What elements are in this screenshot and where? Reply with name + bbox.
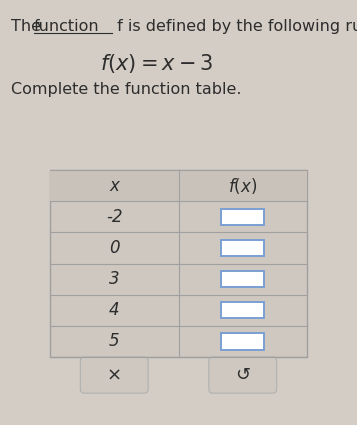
Bar: [50, 170, 307, 357]
Bar: [221, 271, 264, 287]
Text: Complete the function table.: Complete the function table.: [11, 82, 241, 96]
Bar: [50, 170, 307, 201]
FancyBboxPatch shape: [209, 357, 277, 393]
Text: 3: 3: [109, 270, 120, 288]
Bar: [221, 333, 264, 349]
Text: x: x: [109, 176, 119, 195]
Text: 0: 0: [109, 239, 120, 257]
Text: ×: ×: [107, 366, 122, 384]
Text: $f(x)=x-3$: $f(x)=x-3$: [100, 52, 213, 75]
Text: f is defined by the following rule.: f is defined by the following rule.: [112, 19, 357, 34]
FancyBboxPatch shape: [80, 357, 148, 393]
Bar: [221, 209, 264, 225]
Bar: [221, 240, 264, 256]
Text: The: The: [11, 19, 46, 34]
Text: 5: 5: [109, 332, 120, 351]
Text: ↺: ↺: [235, 366, 250, 384]
Text: $f(x)$: $f(x)$: [228, 176, 257, 196]
Text: -2: -2: [106, 208, 122, 226]
Text: function: function: [34, 19, 100, 34]
Text: 4: 4: [109, 301, 120, 319]
Bar: [221, 302, 264, 318]
